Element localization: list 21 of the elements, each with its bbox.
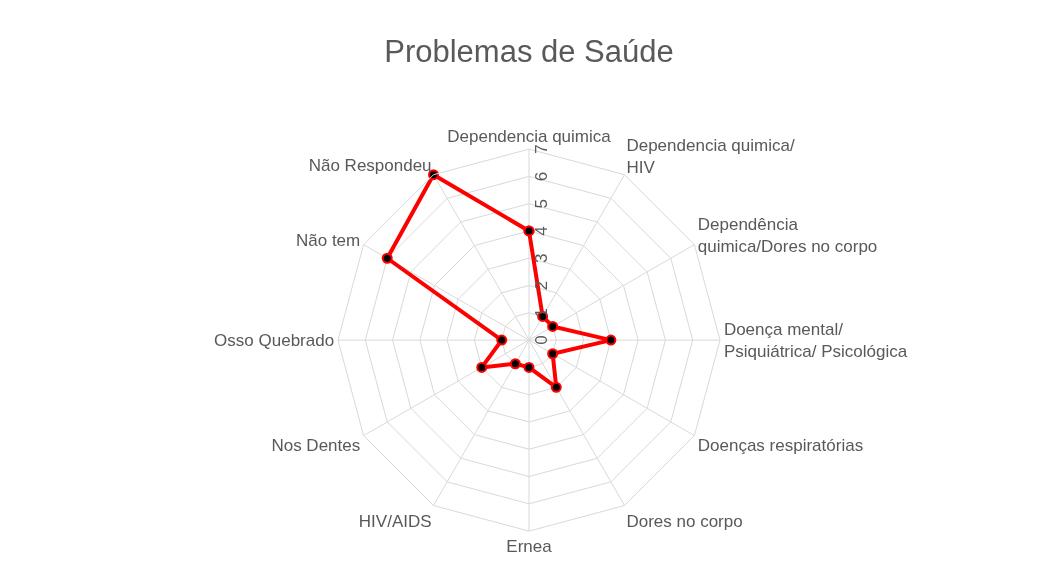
spoke-label: Doenças respiratórias — [697, 436, 864, 456]
spoke-label: Ernea — [506, 537, 553, 556]
chart-title: Problemas de Saúde — [384, 34, 674, 70]
y-tick-label: 2 — [531, 280, 551, 291]
spoke-label: Doença mental/ Psiquiátrica/ Psicológica — [723, 320, 908, 362]
y-tick-label: 6 — [531, 171, 551, 182]
spoke-label: Não tem — [295, 231, 361, 251]
y-tick-label: 0 — [531, 335, 551, 345]
y-tick-label: 3 — [531, 253, 551, 263]
y-tick-label: 5 — [531, 198, 551, 209]
spoke-label: Dependencia quimica/ HIV — [626, 135, 795, 177]
y-tick-label: 1 — [531, 308, 551, 318]
y-tick-label: 4 — [531, 226, 551, 236]
spoke-label: Dores no corpo — [626, 511, 743, 531]
y-tick-label: 7 — [531, 144, 551, 154]
spoke-label: Não Respondeu — [308, 156, 432, 176]
spoke-label: Nos Dentes — [271, 436, 361, 456]
spoke-label: HIV/AIDS — [358, 511, 432, 531]
spoke-label: Dependência quimica/Dores no corpo — [697, 214, 878, 256]
spoke-label: Osso Quebrado — [214, 331, 335, 351]
spoke-label: Dependencia quimica — [447, 126, 612, 146]
